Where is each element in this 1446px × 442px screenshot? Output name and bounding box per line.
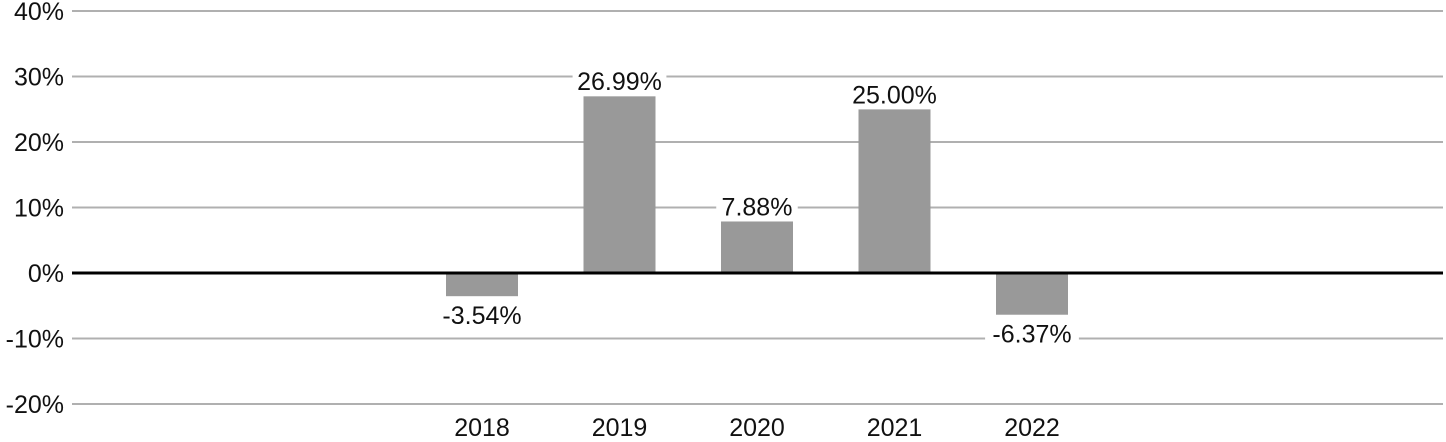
data-label: -3.54% — [442, 302, 521, 330]
gridlines — [72, 10, 1443, 405]
y-tick-label: 30% — [14, 64, 64, 92]
data-label: 25.00% — [852, 81, 937, 109]
y-tick-label: 0% — [28, 260, 64, 288]
bar-2018 — [446, 273, 518, 297]
bar-2020 — [721, 221, 793, 273]
data-label-background — [435, 300, 529, 331]
bar-2022 — [996, 273, 1068, 315]
bar-2019 — [583, 96, 656, 273]
data-label-background — [572, 66, 667, 97]
y-tick-label: 20% — [14, 129, 64, 157]
y-tick-label: -10% — [6, 326, 64, 354]
data-label-background — [985, 318, 1079, 349]
data-label: -6.37% — [992, 321, 1071, 349]
y-axis-tick-labels: 40% 30% 20% 10% 0% -10% -20% — [6, 0, 64, 419]
x-axis-category-labels: 2018 2019 2020 2021 2022 — [454, 414, 1060, 442]
y-tick-label: -20% — [6, 391, 64, 419]
data-label-background — [847, 79, 942, 110]
data-labels: -3.54% 26.99% 7.88% 25.00% -6.37% — [435, 66, 1079, 349]
data-label-background — [716, 191, 798, 222]
data-label: 26.99% — [577, 68, 662, 96]
bars — [446, 96, 1068, 315]
bar-2021 — [858, 109, 931, 273]
x-category-label: 2019 — [592, 414, 648, 442]
x-category-label: 2021 — [867, 414, 923, 442]
data-label: 7.88% — [722, 193, 793, 221]
x-category-label: 2020 — [729, 414, 785, 442]
x-category-label: 2022 — [1004, 414, 1060, 442]
y-tick-label: 40% — [14, 0, 64, 26]
x-category-label: 2018 — [454, 414, 510, 442]
y-tick-label: 10% — [14, 195, 64, 223]
